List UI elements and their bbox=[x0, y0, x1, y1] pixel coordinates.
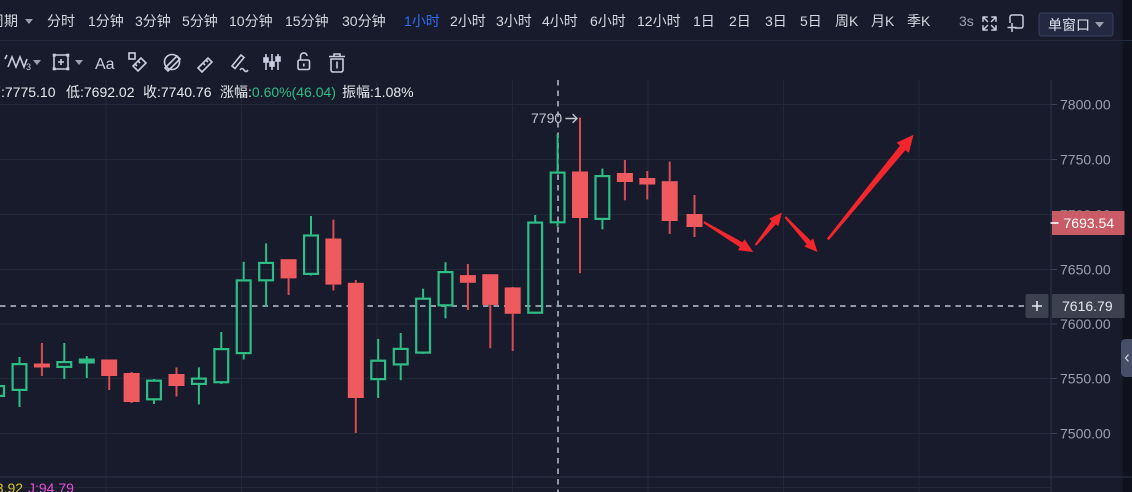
svg-text:7650.00: 7650.00 bbox=[1060, 262, 1111, 278]
svg-text:7500.00: 7500.00 bbox=[1060, 426, 1111, 442]
svg-text:单窗口: 单窗口 bbox=[1048, 17, 1090, 33]
svg-text:7616.79: 7616.79 bbox=[1062, 298, 1113, 314]
svg-text:7750.00: 7750.00 bbox=[1060, 152, 1111, 168]
svg-text:7600.00: 7600.00 bbox=[1060, 316, 1111, 332]
svg-text:3: 3 bbox=[26, 62, 31, 72]
svg-text:7550.00: 7550.00 bbox=[1060, 371, 1111, 387]
svg-text:收:7740.76: 收:7740.76 bbox=[143, 84, 212, 100]
svg-text:D:83.92: D:83.92 bbox=[0, 480, 23, 492]
svg-text:振幅:1.08%: 振幅:1.08% bbox=[342, 84, 414, 100]
svg-text:7693.54: 7693.54 bbox=[1064, 215, 1115, 231]
svg-text:J:94.79: J:94.79 bbox=[28, 480, 74, 492]
svg-text:7790: 7790 bbox=[531, 110, 562, 126]
svg-text:高:7775.10: 高:7775.10 bbox=[0, 84, 56, 100]
svg-text:涨幅:0.60%(46.04): 涨幅:0.60%(46.04) bbox=[220, 84, 336, 100]
svg-text:低:7692.02: 低:7692.02 bbox=[66, 84, 135, 100]
svg-text:7800.00: 7800.00 bbox=[1060, 97, 1111, 113]
svg-text:Aa: Aa bbox=[95, 56, 115, 73]
